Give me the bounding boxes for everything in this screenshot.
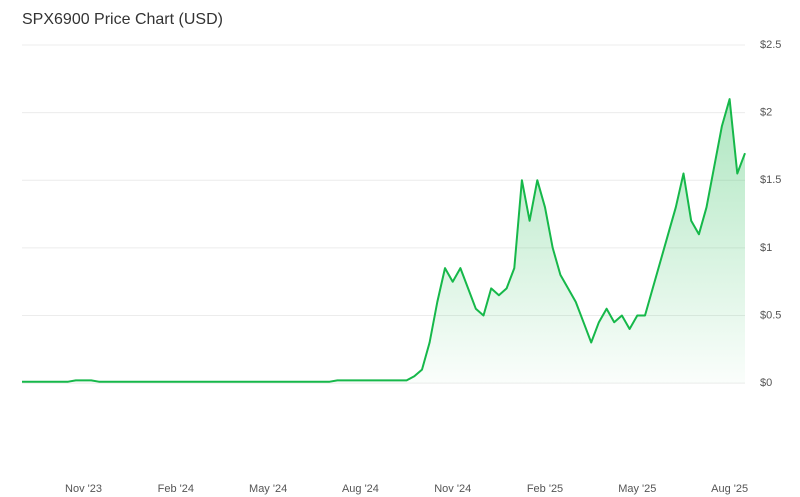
area xyxy=(22,99,745,384)
x-tick-label: Aug '24 xyxy=(342,483,379,495)
y-tick-label: $1.5 xyxy=(760,174,781,186)
y-tick-label: $1 xyxy=(760,242,772,254)
x-tick-label: Aug '25 xyxy=(711,483,748,495)
y-tick-label: $0 xyxy=(760,377,772,389)
y-tick-label: $2 xyxy=(760,107,772,119)
y-tick-label: $0.5 xyxy=(760,309,781,321)
x-tick-label: May '25 xyxy=(618,483,656,495)
x-tick-label: May '24 xyxy=(249,483,287,495)
chart-title: SPX6900 Price Chart (USD) xyxy=(22,11,223,28)
y-tick-label: $2.5 xyxy=(760,39,781,51)
x-tick-label: Feb '25 xyxy=(527,483,563,495)
x-tick-label: Feb '24 xyxy=(158,483,194,495)
x-tick-label: Nov '23 xyxy=(65,483,102,495)
x-tick-label: Nov '24 xyxy=(434,483,471,495)
price-line xyxy=(22,98,746,383)
